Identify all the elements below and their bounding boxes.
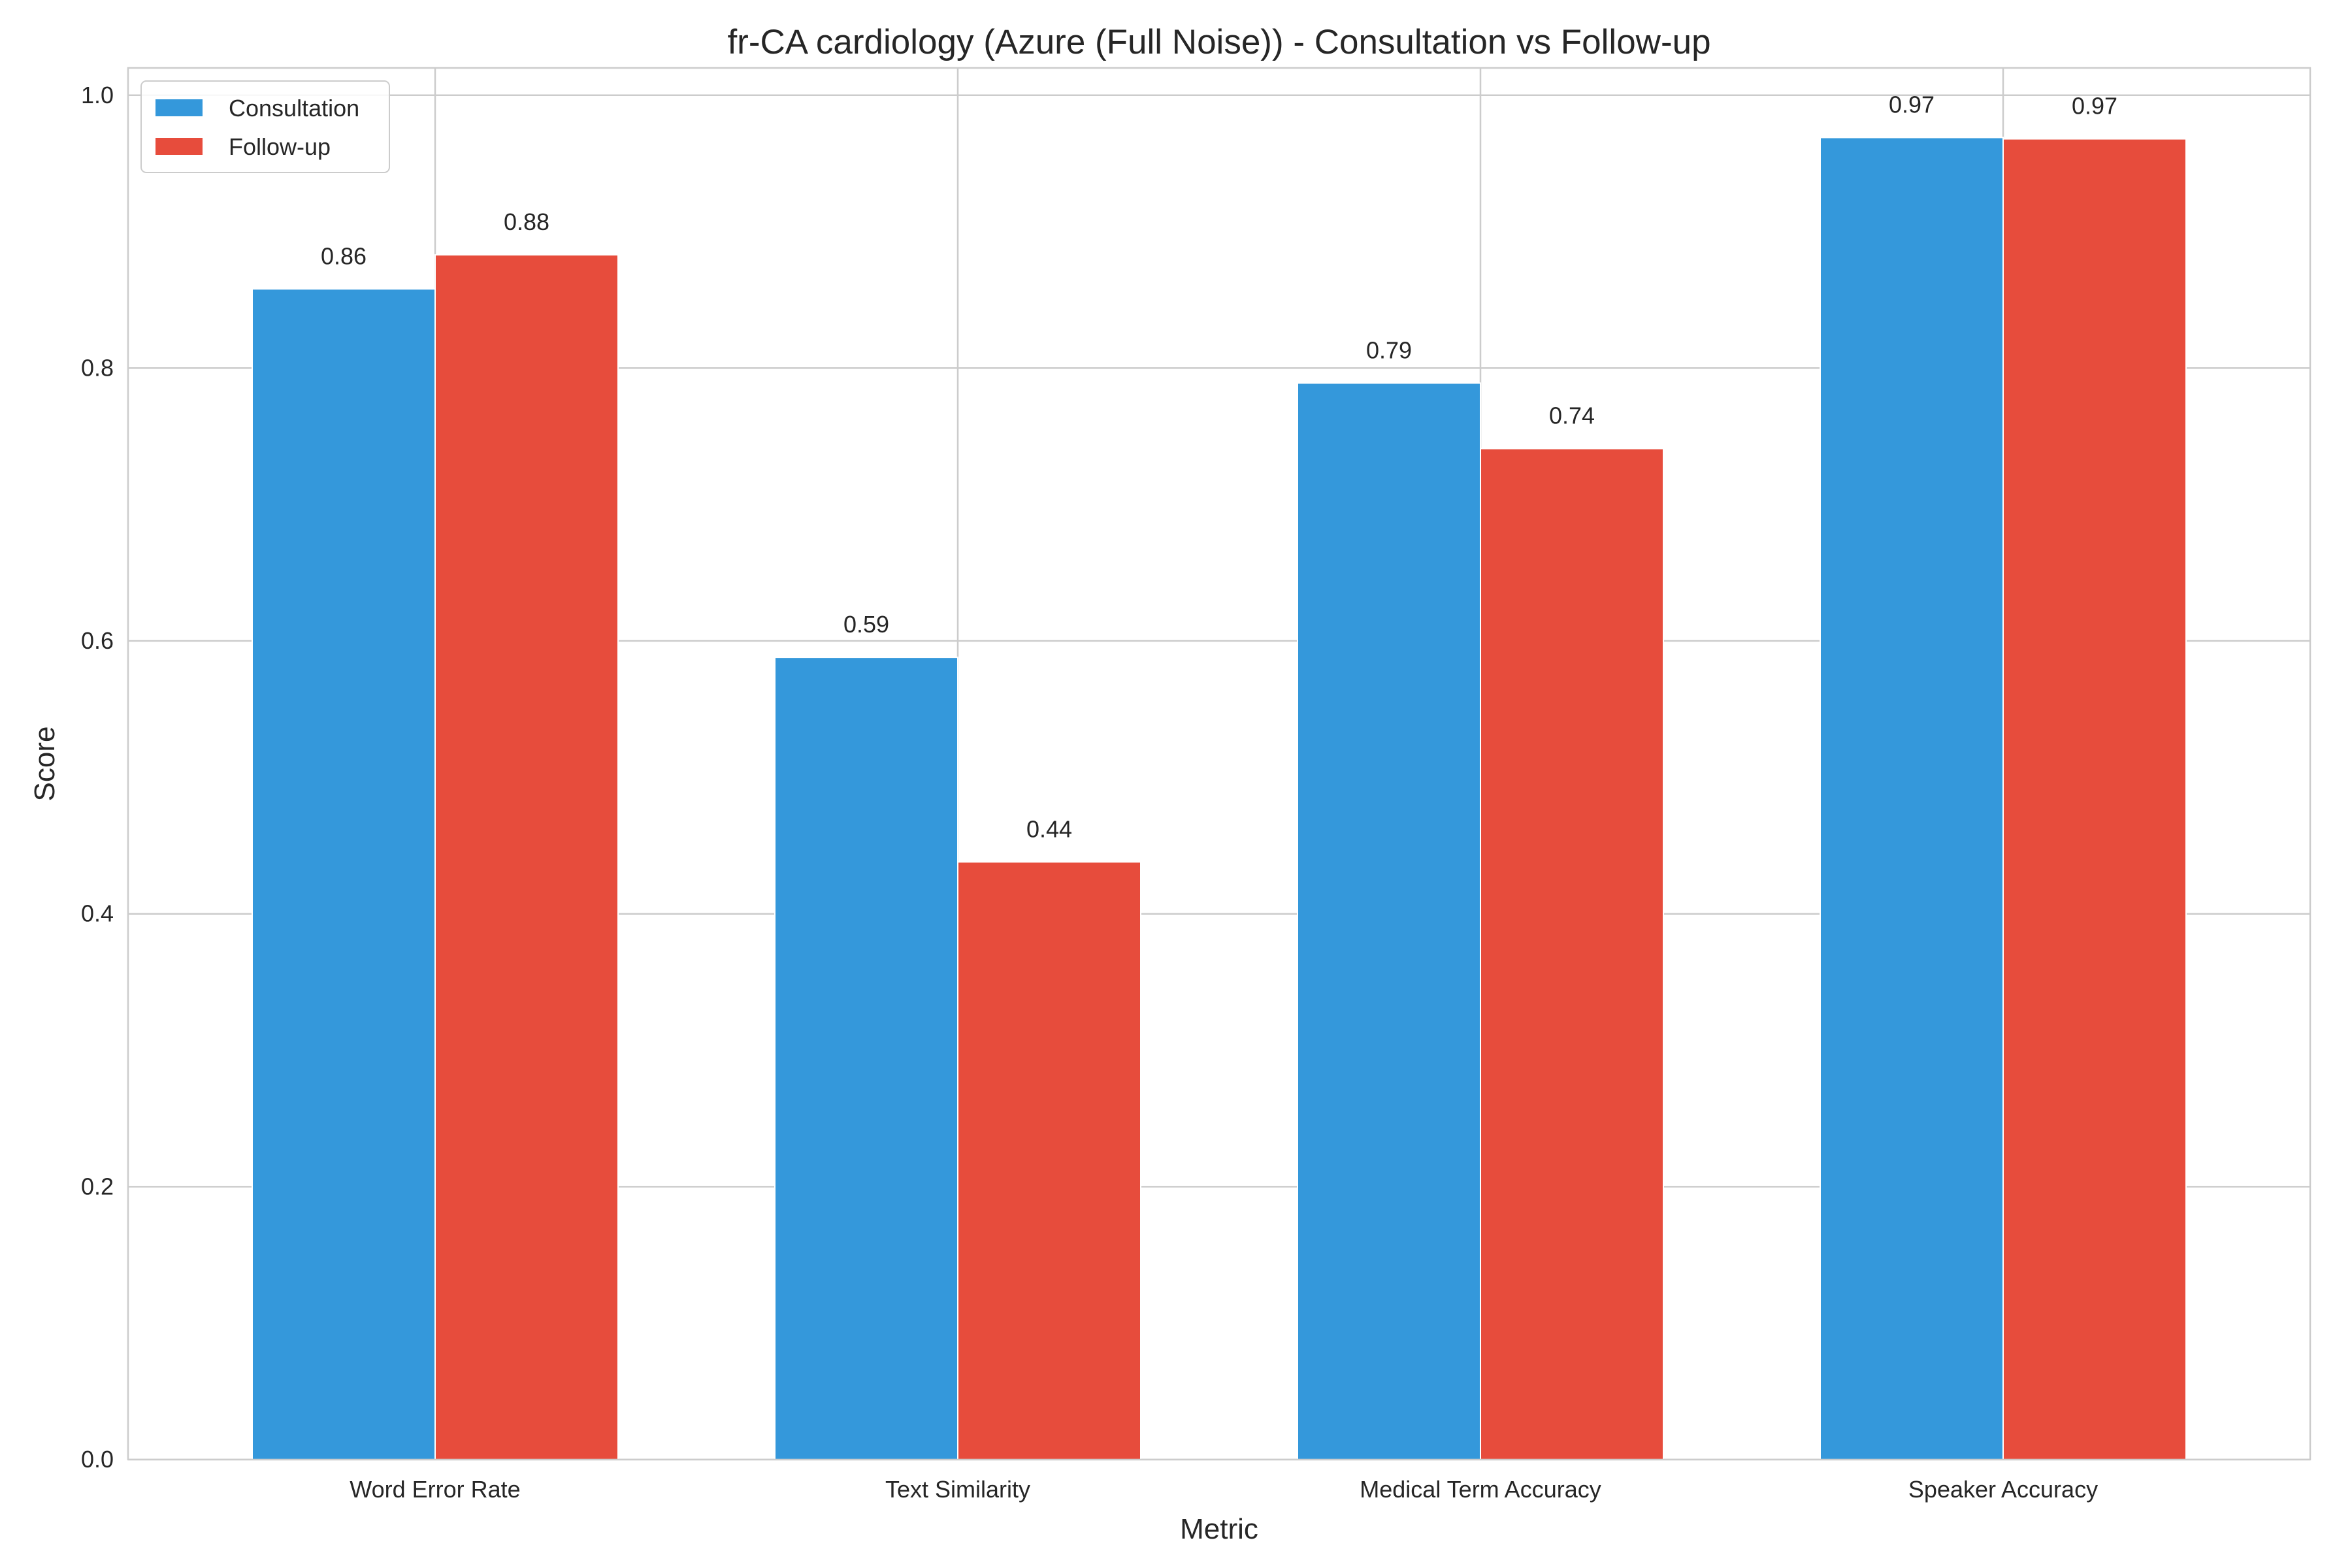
bar-follow-up bbox=[2002, 138, 2187, 1460]
legend-swatch-follow-up bbox=[155, 138, 203, 155]
x-axis-label: Metric bbox=[1180, 1513, 1258, 1545]
bar-value-label: 0.97 bbox=[1889, 91, 1935, 118]
y-tick-label: 0.6 bbox=[81, 627, 114, 654]
x-tick-label: Text Similarity bbox=[885, 1476, 1030, 1503]
bar-consultation bbox=[252, 288, 436, 1461]
legend-label-follow-up: Follow-up bbox=[229, 133, 331, 160]
legend: Consultation Follow-up bbox=[140, 80, 390, 173]
legend-swatch-consultation bbox=[155, 99, 203, 116]
x-tick-label: Speaker Accuracy bbox=[1908, 1476, 2098, 1503]
y-tick-label: 0.2 bbox=[81, 1173, 114, 1200]
y-tick-label: 1.0 bbox=[81, 82, 114, 108]
bar-consultation bbox=[774, 657, 958, 1460]
bar-value-label: 0.79 bbox=[1366, 336, 1412, 363]
legend-label-consultation: Consultation bbox=[229, 95, 359, 122]
chart-title: fr-CA cardiology (Azure (Full Noise)) - … bbox=[727, 23, 1710, 61]
bar-follow-up bbox=[957, 861, 1141, 1460]
bar-consultation bbox=[1820, 137, 2004, 1460]
bar-value-label: 0.59 bbox=[843, 611, 889, 638]
y-axis-label: Score bbox=[29, 727, 61, 802]
bar-follow-up bbox=[1480, 448, 1664, 1460]
bar-value-label: 0.88 bbox=[504, 208, 549, 235]
bar-follow-up bbox=[434, 254, 619, 1460]
bar-consultation bbox=[1297, 382, 1481, 1460]
legend-box bbox=[140, 80, 390, 173]
y-tick-label: 0.0 bbox=[81, 1446, 114, 1473]
ticks-layer: 0.0 0.2 0.4 0.6 0.8 1.0 Word Error Rate Text Si… bbox=[81, 82, 2098, 1503]
x-tick-label: Word Error Rate bbox=[350, 1476, 520, 1503]
bar-value-label: 0.74 bbox=[1549, 402, 1595, 429]
y-tick-label: 0.4 bbox=[81, 900, 114, 927]
bar-value-label: 0.44 bbox=[1026, 815, 1072, 842]
y-tick-label: 0.8 bbox=[81, 354, 114, 381]
plot-frame bbox=[127, 67, 2311, 1461]
x-tick-label: Medical Term Accuracy bbox=[1360, 1476, 1601, 1503]
bar-value-label: 0.97 bbox=[2072, 93, 2117, 120]
data-labels-layer: 0.86 0.59 0.79 0.97 0.88 0.44 0.74 0.97 bbox=[321, 91, 2117, 843]
bar-value-label: 0.86 bbox=[321, 242, 367, 269]
bars-layer bbox=[252, 137, 2187, 1461]
